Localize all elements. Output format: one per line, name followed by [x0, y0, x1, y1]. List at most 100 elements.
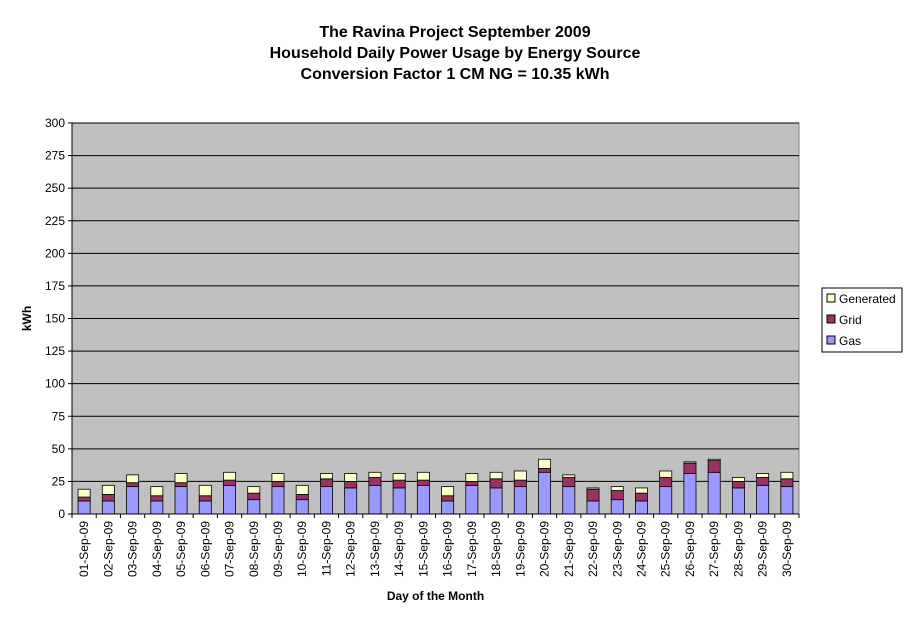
bar-generated-13-Sep-09	[368, 471, 382, 478]
bar-gas-13-Sep-09	[368, 484, 382, 515]
x-tick-labels: 01-Sep-09 02-Sep-09 03-Sep-09 04-Sep-09 05-S…	[77, 521, 794, 577]
x-tick-label: 24-Sep-09	[634, 521, 648, 577]
bar-grid-17-Sep-09	[465, 481, 479, 486]
x-tick-label: 05-Sep-09	[174, 521, 188, 577]
bar-gas-21-Sep-09	[562, 486, 576, 515]
bar-gas-07-Sep-09	[223, 484, 236, 515]
x-tick-label: 06-Sep-09	[198, 521, 212, 577]
bar-generated-14-Sep-09	[392, 473, 406, 481]
y-tick-labels: 0 25 50 75 100 125 150 175 200 225 250 275 300	[45, 116, 65, 521]
bar-grid-25-Sep-09	[659, 477, 673, 488]
x-tick-label: 20-Sep-09	[538, 521, 552, 577]
bar-gas-12-Sep-09	[344, 487, 358, 515]
bar-generated-12-Sep-09	[344, 473, 358, 482]
bar-grid-12-Sep-09	[344, 481, 358, 489]
bar-generated-09-Sep-09	[271, 473, 285, 482]
bar-gas-05-Sep-09	[174, 486, 188, 515]
bar-generated-02-Sep-09	[101, 484, 115, 495]
bar-generated-18-Sep-09	[489, 471, 503, 480]
bar-grid-14-Sep-09	[392, 479, 406, 489]
bar-gas-11-Sep-09	[319, 486, 333, 515]
legend-label-gas: Gas	[839, 334, 861, 348]
bar-grid-24-Sep-09	[635, 492, 648, 502]
x-tick-label: 08-Sep-09	[247, 521, 261, 577]
bar-grid-01-Sep-09	[77, 496, 91, 502]
bar-generated-01-Sep-09	[77, 488, 91, 498]
bar-grid-07-Sep-09	[223, 479, 236, 486]
bar-gas-08-Sep-09	[247, 499, 261, 515]
y-tick-label: 75	[52, 409, 66, 423]
bar-grid-29-Sep-09	[756, 477, 770, 486]
bar-grid-30-Sep-09	[780, 478, 794, 488]
x-tick-label: 14-Sep-09	[392, 521, 406, 577]
bar-generated-25-Sep-09	[659, 470, 673, 478]
bar-grid-03-Sep-09	[126, 482, 140, 488]
legend-swatch-generated	[826, 293, 836, 303]
x-tick-label: 07-Sep-09	[223, 521, 237, 577]
bar-generated-30-Sep-09	[780, 471, 794, 480]
bar-gas-22-Sep-09	[586, 500, 600, 515]
x-tick-label: 04-Sep-09	[150, 521, 164, 577]
x-tick-label: 15-Sep-09	[416, 521, 430, 577]
bar-gas-16-Sep-09	[441, 500, 455, 515]
y-tick-label: 275	[45, 149, 65, 163]
bar-grid-11-Sep-09	[319, 478, 333, 488]
bar-gas-26-Sep-09	[683, 473, 697, 515]
x-tick-label: 29-Sep-09	[756, 521, 770, 577]
bar-generated-10-Sep-09	[295, 484, 309, 495]
x-tick-label: 30-Sep-09	[780, 521, 794, 577]
x-tick-label: 21-Sep-09	[562, 521, 576, 577]
bar-grid-20-Sep-09	[538, 467, 552, 473]
bar-gas-17-Sep-09	[465, 484, 479, 515]
x-tick-label: 28-Sep-09	[731, 521, 745, 577]
bar-grid-05-Sep-09	[174, 482, 188, 488]
legend-label-grid: Grid	[839, 313, 862, 327]
bar-gas-20-Sep-09	[538, 471, 552, 515]
x-tick-label: 09-Sep-09	[271, 521, 285, 577]
bar-grid-13-Sep-09	[368, 477, 382, 486]
gridlines	[72, 122, 799, 482]
x-tick-label: 10-Sep-09	[295, 521, 309, 577]
bar-gas-30-Sep-09	[780, 486, 794, 515]
bar-grid-10-Sep-09	[295, 494, 309, 501]
chart-title: The Ravina Project September 2009 Househ…	[270, 24, 641, 83]
legend-swatch-gas	[826, 335, 836, 345]
x-tick-label: 03-Sep-09	[126, 521, 140, 577]
y-tick-label: 225	[45, 214, 65, 228]
bar-generated-11-Sep-09	[319, 473, 333, 480]
bar-generated-28-Sep-09	[731, 477, 745, 482]
y-tick-label: 100	[45, 377, 65, 391]
y-tick-label: 150	[45, 312, 65, 326]
bar-grid-15-Sep-09	[416, 479, 430, 486]
bar-gas-29-Sep-09	[756, 484, 770, 515]
bar-generated-19-Sep-09	[513, 470, 527, 481]
bar-grid-22-Sep-09	[586, 488, 600, 502]
x-tick-label: 22-Sep-09	[586, 521, 600, 577]
bar-gas-18-Sep-09	[489, 487, 503, 515]
bar-generated-03-Sep-09	[126, 474, 140, 484]
x-tick-label: 18-Sep-09	[489, 521, 503, 577]
x-tick-label: 23-Sep-09	[610, 521, 624, 577]
bar-grid-18-Sep-09	[489, 478, 503, 489]
bar-generated-21-Sep-09	[562, 474, 576, 478]
legend-label-generated: Generated	[839, 292, 896, 306]
x-tick-label: 01-Sep-09	[77, 521, 91, 577]
bars	[77, 458, 794, 515]
x-tick-label: 13-Sep-09	[368, 521, 382, 577]
y-tick-label: 300	[45, 116, 65, 130]
bar-gas-19-Sep-09	[513, 486, 527, 515]
bar-generated-29-Sep-09	[756, 473, 770, 478]
bar-grid-09-Sep-09	[271, 481, 285, 488]
legend: Generated Grid Gas	[821, 287, 903, 353]
bar-gas-06-Sep-09	[198, 500, 212, 515]
bar-grid-26-Sep-09	[683, 462, 697, 474]
bar-generated-06-Sep-09	[198, 484, 212, 497]
bar-gas-09-Sep-09	[271, 486, 285, 515]
x-tick-label: 12-Sep-09	[344, 521, 358, 577]
x-tick-label: 19-Sep-09	[513, 521, 527, 577]
bar-generated-08-Sep-09	[247, 486, 261, 494]
bar-generated-17-Sep-09	[465, 473, 479, 482]
bar-generated-05-Sep-09	[174, 473, 188, 484]
bar-generated-04-Sep-09	[150, 486, 164, 497]
